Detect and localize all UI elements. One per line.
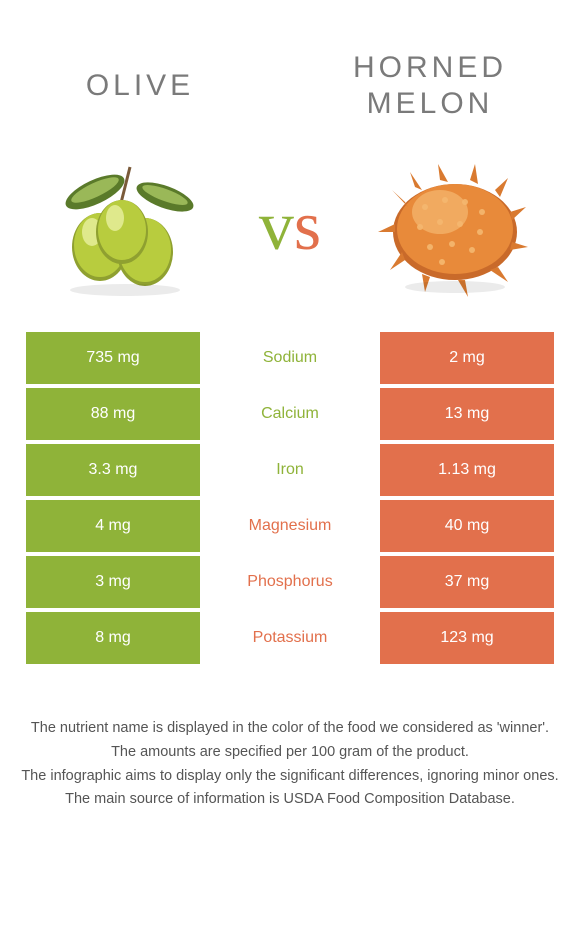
cell-left-value: 8 mg <box>26 612 200 664</box>
table-row: 735 mg Sodium 2 mg <box>26 332 554 384</box>
cell-right-value: 40 mg <box>380 500 554 552</box>
cell-left-value: 3 mg <box>26 556 200 608</box>
title-olive: Olive <box>40 68 240 104</box>
nutrient-label: Calcium <box>200 388 380 440</box>
horned-melon-image <box>370 152 540 302</box>
nutrient-label: Phosphorus <box>200 556 380 608</box>
footer-line: The main source of information is USDA F… <box>20 789 560 811</box>
nutrient-label: Sodium <box>200 332 380 384</box>
cell-right-value: 13 mg <box>380 388 554 440</box>
cell-right-value: 123 mg <box>380 612 554 664</box>
cell-left-value: 735 mg <box>26 332 200 384</box>
vs-s: s <box>294 187 321 267</box>
table-row: 3 mg Phosphorus 37 mg <box>26 556 554 608</box>
vs-v: v <box>259 187 294 267</box>
cell-right-value: 2 mg <box>380 332 554 384</box>
title-horned-melon: Horned melon <box>320 50 540 122</box>
cell-right-value: 1.13 mg <box>380 444 554 496</box>
table-row: 3.3 mg Iron 1.13 mg <box>26 444 554 496</box>
footer-line: The amounts are specified per 100 gram o… <box>20 742 560 764</box>
cell-left-value: 4 mg <box>26 500 200 552</box>
nutrient-label: Potassium <box>200 612 380 664</box>
footer-line: The nutrient name is displayed in the co… <box>20 718 560 740</box>
nutrient-table: 735 mg Sodium 2 mg 88 mg Calcium 13 mg 3… <box>0 332 580 664</box>
table-row: 4 mg Magnesium 40 mg <box>26 500 554 552</box>
cell-right-value: 37 mg <box>380 556 554 608</box>
footer-line: The infographic aims to display only the… <box>20 766 560 788</box>
table-row: 88 mg Calcium 13 mg <box>26 388 554 440</box>
vs-label: vs <box>259 187 321 267</box>
cell-left-value: 3.3 mg <box>26 444 200 496</box>
footer: The nutrient name is displayed in the co… <box>0 668 580 811</box>
header: Olive Horned melon <box>0 0 580 142</box>
table-row: 8 mg Potassium 123 mg <box>26 612 554 664</box>
nutrient-label: Magnesium <box>200 500 380 552</box>
nutrient-label: Iron <box>200 444 380 496</box>
olive-image <box>40 152 210 302</box>
imagery-row: vs <box>0 142 580 332</box>
cell-left-value: 88 mg <box>26 388 200 440</box>
